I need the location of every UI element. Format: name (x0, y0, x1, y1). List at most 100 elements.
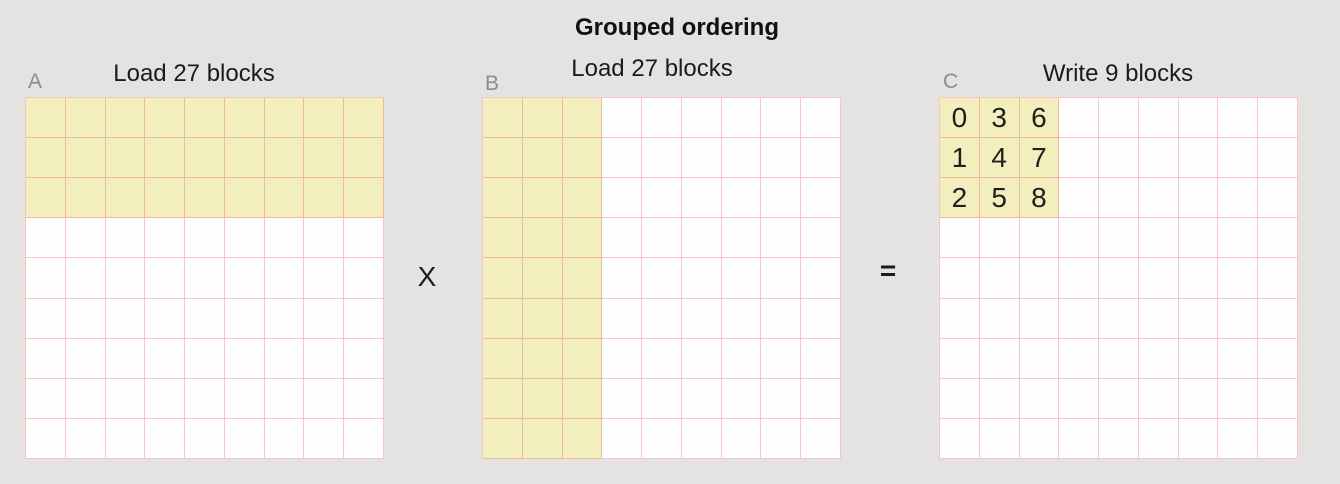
matrix-cell (1218, 218, 1259, 259)
matrix-cell (1099, 298, 1139, 339)
matrix-cell (1059, 178, 1100, 219)
matrix-cell (801, 298, 841, 339)
matrix-cell (721, 418, 762, 459)
matrix-cell (264, 138, 305, 179)
matrix-cell (145, 378, 186, 419)
matrix-cell (224, 418, 265, 459)
matrix-cell (761, 178, 802, 219)
matrix-cell (681, 218, 722, 259)
matrix-a-grid (25, 97, 384, 459)
matrix-cell (1178, 258, 1219, 299)
matrix-c-title: Write 9 blocks (1042, 60, 1194, 87)
matrix-cell (185, 98, 225, 139)
matrix-cell (522, 178, 563, 219)
matrix-cell (1218, 98, 1259, 139)
matrix-cell (522, 378, 563, 419)
matrix-cell (1138, 138, 1179, 179)
matrix-cell (979, 258, 1020, 299)
matrix-cell (1258, 178, 1298, 219)
matrix-cell (26, 178, 66, 219)
matrix-cell (185, 418, 225, 459)
matrix-cell (185, 258, 225, 299)
matrix-cell (562, 298, 603, 339)
matrix-cell (105, 178, 146, 219)
matrix-cell: 6 (1019, 98, 1060, 139)
matrix-cell (1019, 338, 1060, 379)
matrix-cell (1138, 338, 1179, 379)
matrix-cell (1059, 218, 1100, 259)
matrix-cell (145, 218, 186, 259)
matrix-cell (522, 258, 563, 299)
matrix-cell (145, 178, 186, 219)
matrix-cell (26, 378, 66, 419)
matrix-cell (1059, 98, 1100, 139)
matrix-cell (105, 258, 146, 299)
matrix-cell (224, 98, 265, 139)
matrix-cell: 5 (979, 178, 1020, 219)
matrix-cell (344, 218, 384, 259)
matrix-cell (1258, 138, 1298, 179)
matrix-cell (105, 338, 146, 379)
matrix-cell (1059, 418, 1100, 459)
matrix-cell (1019, 258, 1060, 299)
matrix-cell (304, 298, 345, 339)
matrix-cell (26, 138, 66, 179)
matrix-cell (642, 418, 682, 459)
matrix-cell (562, 138, 603, 179)
matrix-cell (1218, 298, 1259, 339)
matrix-cell (304, 338, 345, 379)
matrix-cell (940, 338, 980, 379)
matrix-cell (979, 418, 1020, 459)
matrix-cell (344, 98, 384, 139)
matrix-cell (1059, 298, 1100, 339)
matrix-cell (304, 98, 345, 139)
matrix-cell (602, 418, 643, 459)
matrix-cell (522, 298, 563, 339)
matrix-cell (264, 218, 305, 259)
matrix-cell (224, 218, 265, 259)
matrix-cell (761, 378, 802, 419)
matrix-cell (681, 258, 722, 299)
matrix-a-title: Load 27 blocks (113, 60, 275, 87)
matrix-cell (304, 418, 345, 459)
matrix-cell (65, 418, 106, 459)
matrix-cell (681, 98, 722, 139)
matrix-cell (1059, 138, 1100, 179)
matrix-cell (642, 338, 682, 379)
matrix-cell (721, 378, 762, 419)
matrix-cell (681, 338, 722, 379)
matrix-b-label: B (485, 72, 500, 95)
matrix-cell (483, 98, 523, 139)
matrix-cell (1099, 178, 1139, 219)
matrix-cell (185, 378, 225, 419)
matrix-cell (483, 298, 523, 339)
matrix-cell (1019, 418, 1060, 459)
matrix-cell (602, 338, 643, 379)
matrix-cell (304, 218, 345, 259)
matrix-cell (26, 298, 66, 339)
matrix-cell (105, 138, 146, 179)
matrix-cell (1019, 298, 1060, 339)
matrix-cell (761, 138, 802, 179)
matrix-cell (145, 138, 186, 179)
matrix-cell (224, 298, 265, 339)
matrix-cell (344, 258, 384, 299)
matrix-cell (721, 298, 762, 339)
matrix-cell (602, 178, 643, 219)
matrix-cell (721, 218, 762, 259)
matrix-cell (224, 138, 265, 179)
matrix-cell (1019, 218, 1060, 259)
matrix-cell (1138, 218, 1179, 259)
matrix-cell (642, 378, 682, 419)
matrix-cell (1178, 178, 1219, 219)
matrix-cell (721, 98, 762, 139)
matrix-cell (145, 258, 186, 299)
matrix-cell (304, 138, 345, 179)
matrix-cell (940, 258, 980, 299)
matrix-cell (483, 418, 523, 459)
matrix-cell (642, 218, 682, 259)
matrix-cell: 0 (940, 98, 980, 139)
matrix-cell (1178, 378, 1219, 419)
